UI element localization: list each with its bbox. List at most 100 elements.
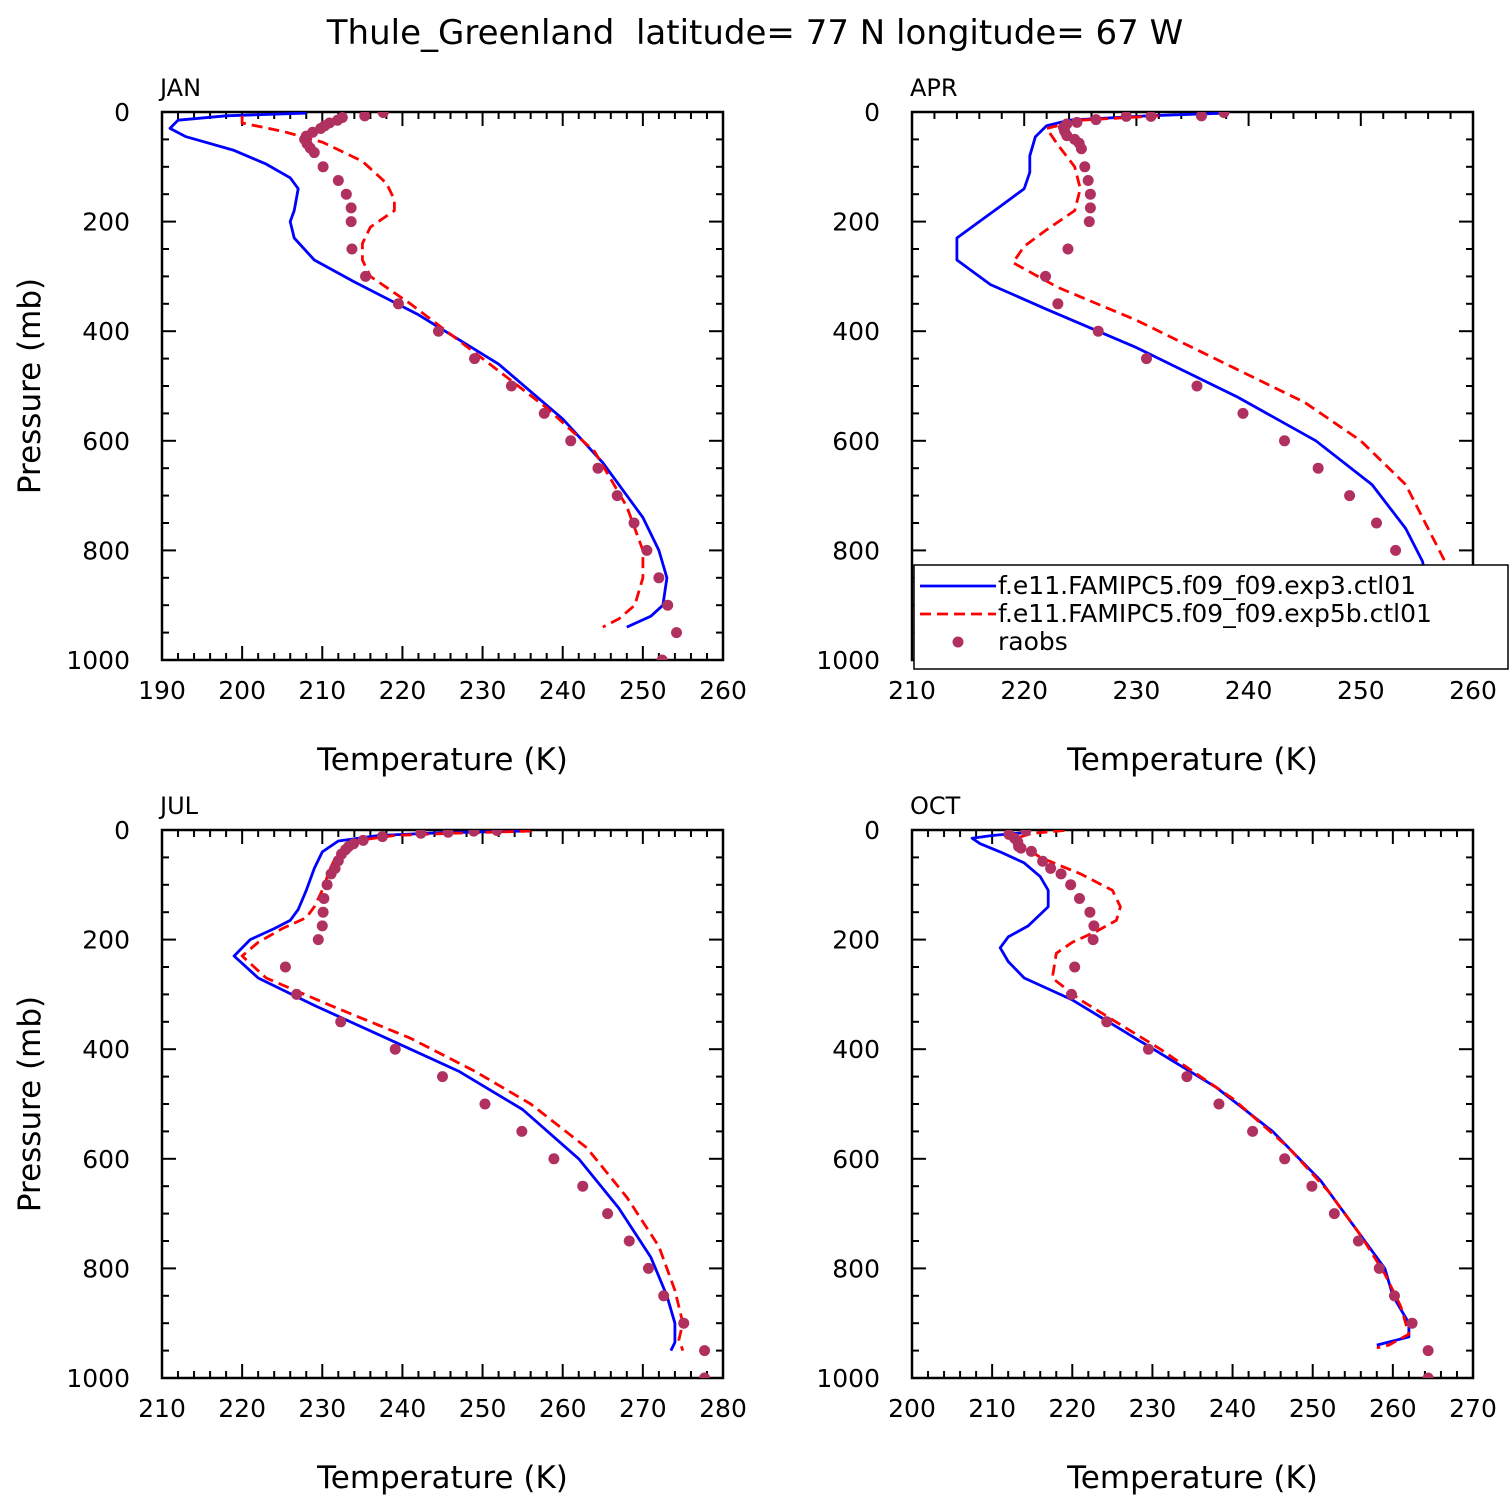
- y-tick-label: 0: [864, 98, 880, 127]
- x-tick-label: 230: [1113, 676, 1161, 705]
- x-tick-label: 230: [1129, 1394, 1177, 1423]
- x-tick-label: 210: [968, 1394, 1016, 1423]
- raobs-point: [1328, 1208, 1340, 1220]
- y-tick-label: 600: [82, 427, 130, 456]
- raobs-point: [1082, 175, 1094, 186]
- raobs-point: [415, 830, 427, 839]
- y-tick-label: 800: [832, 1254, 880, 1283]
- y-axis-label: Pressure (mb): [12, 278, 48, 494]
- raobs-point: [678, 1317, 690, 1329]
- x-tick-label: 210: [138, 1394, 186, 1423]
- raobs-point: [516, 1125, 528, 1137]
- plot-frame: [160, 828, 725, 1380]
- raobs-point: [1084, 188, 1096, 200]
- raobs-point: [1020, 830, 1032, 837]
- raobs-point: [1101, 1016, 1113, 1028]
- raobs-point: [642, 1262, 654, 1274]
- raobs-point: [1191, 380, 1203, 392]
- x-axis-label: Temperature (K): [316, 1460, 568, 1496]
- panel-label: OCT: [910, 792, 961, 820]
- x-tick-label: 240: [1225, 676, 1273, 705]
- raobs-point: [317, 906, 329, 918]
- raobs-point: [318, 893, 330, 904]
- y-tick-label: 400: [832, 317, 880, 346]
- x-tick-label: 250: [1337, 676, 1385, 705]
- raobs-point: [1065, 988, 1077, 1000]
- raobs-point: [376, 831, 388, 843]
- x-tick-label: 200: [218, 676, 266, 705]
- y-tick-label: 0: [114, 98, 130, 127]
- x-axis-label: Temperature (K): [316, 742, 568, 778]
- x-tick-label: 230: [459, 676, 507, 705]
- x-axis-label: Temperature (K): [1066, 1460, 1318, 1496]
- raobs-point: [1071, 116, 1083, 128]
- raobs-point: [1373, 1262, 1385, 1274]
- raobs-point: [360, 270, 372, 282]
- raobs-point: [340, 188, 352, 200]
- raobs-point: [279, 961, 291, 973]
- x-tick-label: 220: [1048, 1394, 1096, 1423]
- raobs-point: [505, 380, 517, 392]
- raobs-point: [389, 1043, 401, 1055]
- series-raobs: [299, 112, 683, 660]
- y-tick-label: 0: [114, 816, 130, 845]
- raobs-point: [1073, 893, 1085, 904]
- x-tick-label: 190: [138, 676, 186, 705]
- y-tick-label: 200: [82, 926, 130, 955]
- raobs-point: [1083, 216, 1095, 228]
- y-tick-label: 0: [864, 816, 880, 845]
- raobs-point: [1045, 862, 1057, 874]
- raobs-point: [1140, 353, 1152, 365]
- y-tick-label: 400: [832, 1035, 880, 1064]
- panel-oct: OCT 200 210 220 230 240 250 260 270 0 200 400 600 800…: [816, 792, 1496, 1496]
- figure-title: Thule_Greenland latitude= 77 N longitude…: [326, 13, 1183, 53]
- raobs-point: [316, 920, 328, 932]
- x-tick-label: 250: [459, 1394, 507, 1423]
- raobs-point: [1055, 868, 1067, 880]
- raobs-point: [671, 627, 683, 639]
- panel-apr: APR 210 220 230 240 250 260 0 200 400 600 800 1000 Te…: [816, 74, 1509, 778]
- x-tick-label: 260: [539, 1394, 587, 1423]
- y-tick-label: 1000: [816, 646, 880, 675]
- x-tick-label: 240: [379, 1394, 427, 1423]
- y-tick-label: 400: [82, 317, 130, 346]
- raobs-point: [1237, 407, 1249, 419]
- raobs-point: [308, 147, 320, 159]
- raobs-point: [321, 879, 333, 891]
- x-tick-label: 280: [699, 1394, 747, 1423]
- legend-label: raobs: [998, 627, 1068, 656]
- series-line-model1: [955, 112, 1430, 629]
- legend-marker-raobs: [952, 636, 964, 648]
- x-tick-label: 230: [298, 1394, 346, 1423]
- raobs-point: [479, 1098, 491, 1110]
- raobs-point: [1090, 114, 1102, 126]
- series-line-model1: [168, 112, 669, 629]
- x-tick-label: 250: [1289, 1394, 1337, 1423]
- raobs-point: [699, 1372, 711, 1378]
- plot-frame: [160, 110, 725, 662]
- raobs-point: [1052, 298, 1064, 310]
- raobs-point: [345, 216, 357, 228]
- series-line-model2: [240, 115, 645, 629]
- raobs-point: [1306, 1180, 1318, 1192]
- y-axis-label: Pressure (mb): [12, 996, 48, 1212]
- raobs-point: [611, 490, 623, 502]
- raobs-point: [469, 353, 481, 365]
- raobs-point: [1092, 325, 1104, 337]
- raobs-point: [1406, 1317, 1418, 1329]
- raobs-point: [1181, 1071, 1193, 1083]
- x-axis-label: Temperature (K): [1066, 742, 1318, 778]
- legend-label: f.e11.FAMIPC5.f09_f09.exp3.ctl01: [998, 571, 1416, 600]
- raobs-point: [565, 435, 577, 447]
- raobs-point: [1040, 270, 1052, 282]
- y-tick-label: 800: [82, 536, 130, 565]
- raobs-point: [1145, 112, 1157, 122]
- raobs-point: [1422, 1372, 1434, 1378]
- legend-label: f.e11.FAMIPC5.f09_f09.exp5b.ctl01: [998, 599, 1432, 628]
- raobs-point: [662, 599, 674, 611]
- raobs-point: [1247, 1125, 1259, 1137]
- raobs-point: [1065, 879, 1077, 891]
- raobs-point: [1075, 143, 1087, 155]
- raobs-point: [1062, 243, 1074, 255]
